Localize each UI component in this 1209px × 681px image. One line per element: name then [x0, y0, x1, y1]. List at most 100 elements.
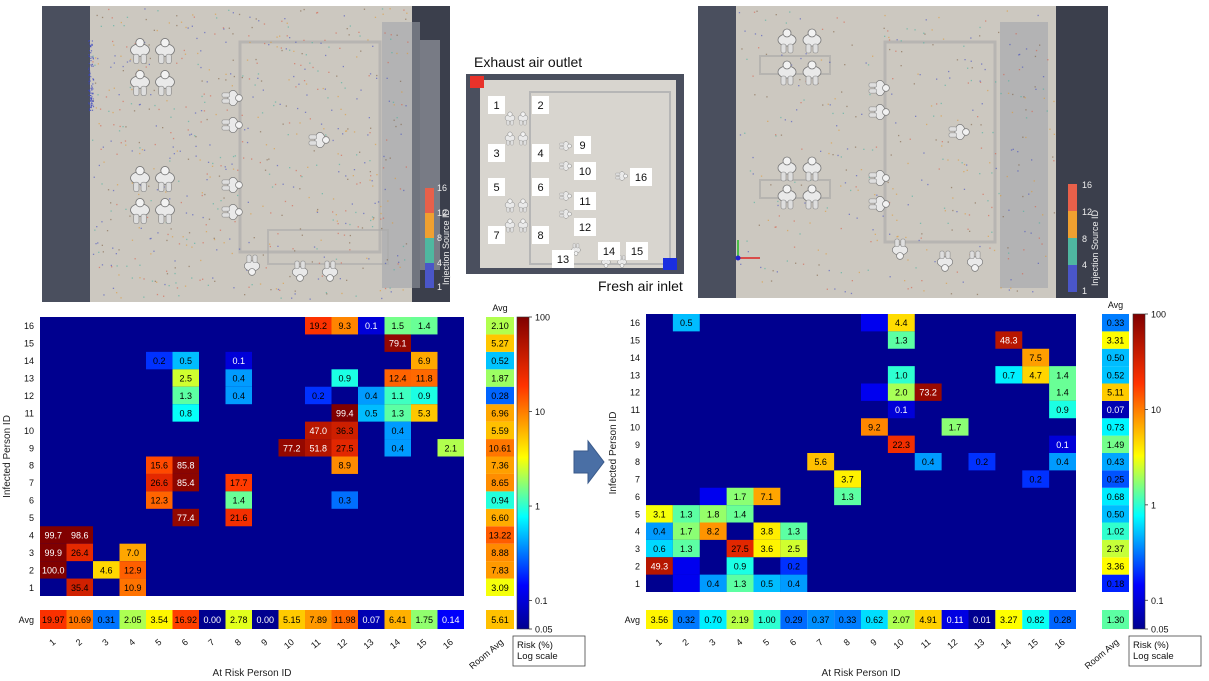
heatmap-cell: [672, 314, 700, 332]
y-tick-label: 6: [29, 496, 34, 506]
col-avg-label: 0.28: [1054, 615, 1072, 625]
x-tick-label: 15: [1026, 637, 1040, 651]
heatmap-after: 0.5 4.4 1.3 48.3 7.5 1.0 0.7 4.7 1.4 2.0 73.2 1.4 0.…: [608, 300, 1202, 679]
heatmap-cell: [358, 317, 385, 335]
avg-column-label: Avg: [492, 303, 507, 313]
heatmap-cell: [384, 317, 411, 335]
row-avg-cell: [486, 508, 514, 527]
person-id-tag: [532, 178, 549, 196]
cell-value-label: 1.3: [680, 509, 693, 519]
heatmap-cell: [1049, 435, 1076, 453]
injection-tick-8: 8: [437, 233, 442, 243]
row-avg-cell: [1102, 435, 1129, 453]
heatmap-cell: [225, 508, 252, 527]
heatmap-cell: [437, 439, 464, 457]
cell-value-label: 99.9: [44, 548, 62, 558]
occupant-models-right: [777, 28, 983, 272]
heatmap-cell: [146, 491, 173, 509]
row-avg-label: 0.25: [1107, 475, 1125, 485]
col-avg-label: 0.32: [678, 615, 696, 625]
colorbar-tick-label: 100: [535, 313, 550, 323]
heatmap-cell: [699, 487, 727, 506]
colorbar-label: Risk (%) Log scale: [1133, 640, 1174, 662]
person-id-label: 5: [493, 182, 499, 194]
row-avg-cell: [1102, 418, 1129, 436]
col-avg-label: 0.37: [812, 615, 830, 625]
col-avg-label: 6.41: [389, 615, 407, 625]
person-id-tag: [630, 168, 652, 186]
colorbar-tick-label: 10: [1151, 405, 1161, 415]
heatmap-cell: [672, 505, 700, 523]
row-avg-cell: [1102, 539, 1129, 558]
cell-value-label: 0.4: [922, 457, 935, 467]
heatmap-cell: [887, 331, 915, 349]
heatmap-cell: [1049, 453, 1076, 471]
col-avg-label: 3.56: [651, 615, 669, 625]
room-avg-value: 5.61: [491, 615, 509, 625]
x-tick-label: 15: [414, 637, 428, 651]
cell-value-label: 15.6: [150, 461, 168, 471]
y-tick-label: 3: [635, 544, 640, 554]
colorbar-tick-label: 10: [535, 407, 545, 417]
y-tick-label: 2: [635, 561, 640, 571]
col-avg-cell: [646, 610, 673, 629]
col-avg-cell: [305, 610, 332, 629]
room-avg-label: Room Avg: [467, 637, 505, 671]
heatmap-cell: [887, 435, 915, 453]
col-avg-label: 2.05: [124, 615, 142, 625]
row-avg-cell: [486, 578, 514, 596]
row-avg-cell: [1102, 453, 1129, 471]
heatmap-cell: [384, 386, 411, 405]
heatmap-cell: [995, 366, 1023, 384]
y-tick-label: 5: [29, 513, 34, 523]
heatmap-cell: [646, 557, 673, 575]
cell-value-label: 0.4: [232, 374, 245, 384]
col-avg-label: 11.98: [334, 615, 356, 625]
cell-value-label: 8.2: [707, 527, 720, 537]
x-tick-label: 11: [919, 637, 933, 651]
person-id-label: 9: [579, 140, 585, 152]
injection-tick-4: 4: [437, 258, 442, 268]
injection-colorbar-left: 16 12 8 4 1 Injection Source ID: [425, 183, 451, 292]
cell-value-label: 0.8: [179, 408, 192, 418]
heatmap-cell: [753, 522, 781, 540]
cell-value-label: 0.4: [707, 579, 720, 589]
x-tick-label: 3: [707, 637, 717, 648]
y-axis-title: Infected Person ID: [608, 412, 619, 495]
cell-value-label: 73.2: [919, 388, 937, 398]
heatmap-cell: [726, 539, 754, 558]
person-id-label: 15: [631, 246, 643, 258]
person-id-label: 16: [635, 172, 647, 184]
cell-value-label: 1.1: [391, 391, 404, 401]
cell-value-label: 0.5: [365, 408, 378, 418]
cell-value-label: 3.1: [653, 509, 666, 519]
col-avg-label: 0.62: [866, 615, 884, 625]
cell-value-label: 0.9: [1056, 405, 1069, 415]
row-avg-cell: [486, 369, 514, 387]
heatmap-cell: [384, 421, 411, 440]
cell-value-label: 0.6: [653, 544, 666, 554]
heatmap-cell: [411, 404, 438, 422]
col-avg-cell: [225, 610, 252, 629]
x-tick-label: 6: [180, 637, 190, 648]
row-avg-cell: [486, 421, 514, 440]
heatmap-cell: [172, 351, 199, 370]
heatmap-cell: [278, 439, 305, 457]
x-tick-label: 9: [868, 637, 878, 648]
cell-value-label: 17.7: [230, 478, 248, 488]
heatmap-cell: [384, 369, 411, 387]
injection-colorbar-title: Injection Source ID: [441, 208, 451, 285]
col-avg-cell: [358, 610, 385, 629]
cell-value-label: 1.4: [734, 509, 747, 519]
col-avg-cell: [199, 610, 226, 629]
heatmap-cell: [646, 539, 673, 558]
heatmap-cell: [887, 366, 915, 384]
heatmap-cell: [726, 505, 754, 523]
colorbar-tick-label: 1: [1151, 500, 1156, 510]
person-id-tag: [488, 144, 505, 162]
x-tick-label: 1: [653, 637, 663, 648]
cell-value-label: 7.1: [761, 492, 774, 502]
col-avg-label: 19.97: [42, 615, 65, 625]
heatmap-cell: [861, 418, 888, 436]
